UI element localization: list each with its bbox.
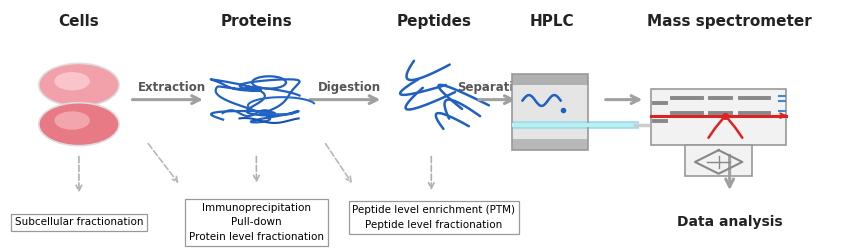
Ellipse shape <box>54 111 90 130</box>
Text: Digestion: Digestion <box>318 81 381 94</box>
Text: Peptide level enrichment (PTM)
Peptide level fractionation: Peptide level enrichment (PTM) Peptide l… <box>352 205 515 230</box>
FancyBboxPatch shape <box>511 74 588 85</box>
Text: Immunoprecipitation
Pull-down
Protein level fractionation: Immunoprecipitation Pull-down Protein le… <box>189 203 324 242</box>
Text: Cells: Cells <box>59 13 99 29</box>
Text: Separation: Separation <box>456 81 529 94</box>
Ellipse shape <box>39 103 119 146</box>
Text: Proteins: Proteins <box>220 13 292 29</box>
Text: HPLC: HPLC <box>530 13 573 29</box>
Text: Extraction: Extraction <box>138 81 206 94</box>
Text: Data analysis: Data analysis <box>676 215 782 229</box>
Ellipse shape <box>54 72 90 90</box>
Text: Peptides: Peptides <box>396 13 471 29</box>
Ellipse shape <box>39 63 119 106</box>
FancyBboxPatch shape <box>511 138 588 150</box>
FancyBboxPatch shape <box>684 145 752 176</box>
Text: Subcellular fractionation: Subcellular fractionation <box>15 217 143 227</box>
FancyBboxPatch shape <box>650 89 785 145</box>
Text: Mass spectrometer: Mass spectrometer <box>647 13 811 29</box>
FancyBboxPatch shape <box>511 85 588 138</box>
